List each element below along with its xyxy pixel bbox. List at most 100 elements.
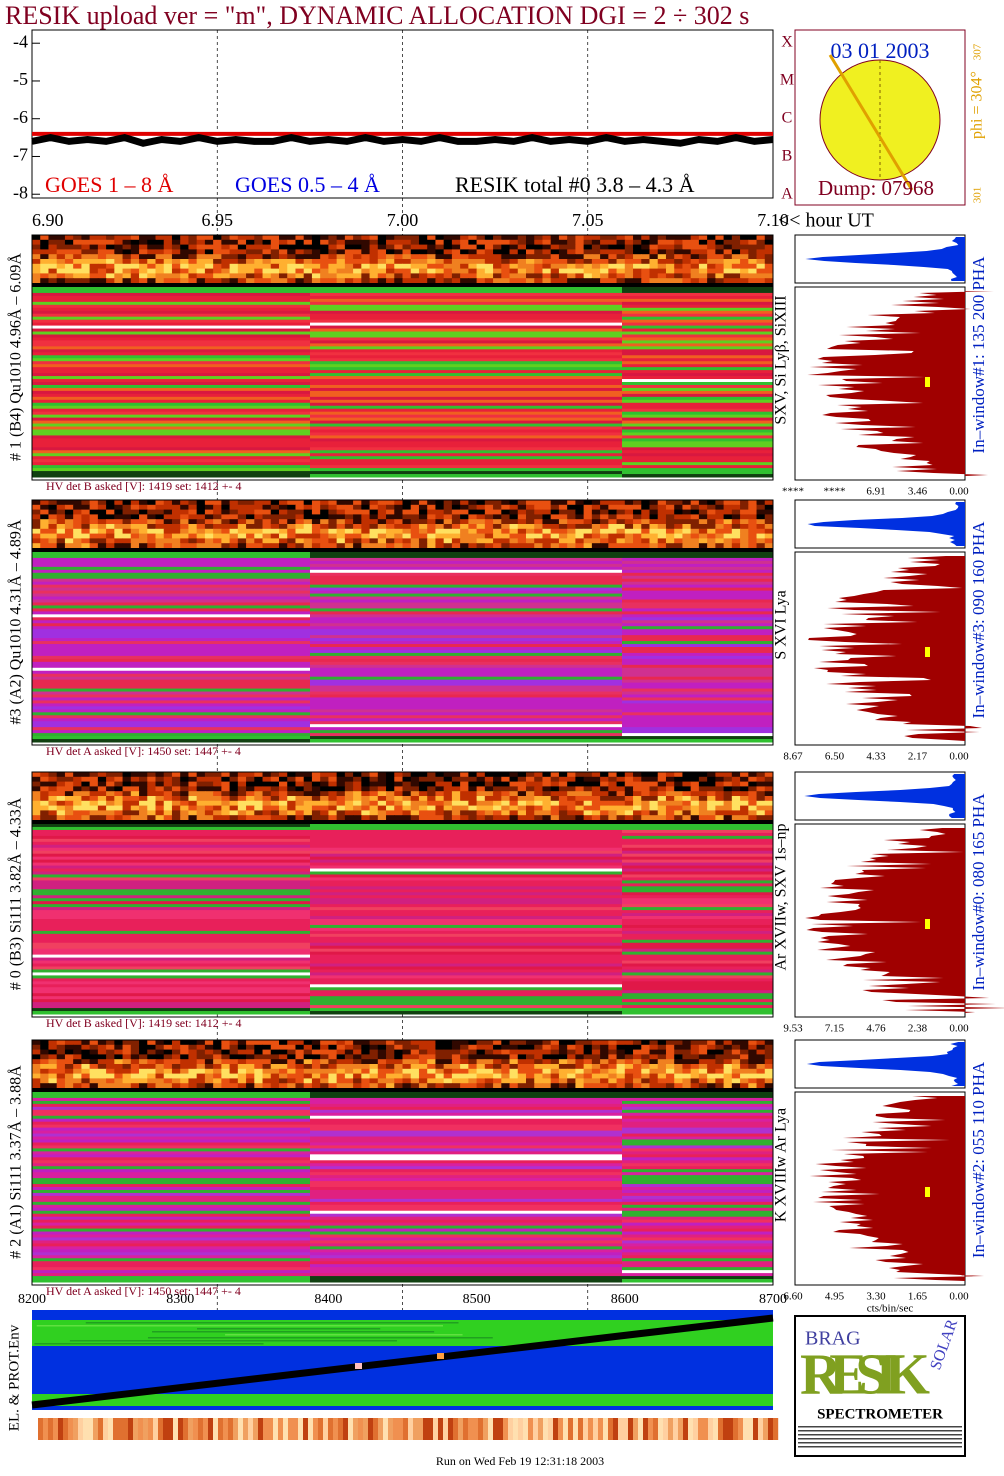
spectrum-stripe (32, 1258, 310, 1262)
spectrum-stripe (32, 718, 310, 722)
spectrum-cell (740, 235, 749, 241)
env-band (152, 1331, 435, 1333)
spectrum-cell (624, 1040, 634, 1046)
spectrum-cell (591, 524, 601, 530)
y-tick-label: -7 (13, 145, 28, 165)
spectrum-cell (526, 235, 535, 241)
spectrum-cell (542, 786, 552, 792)
spectrum-cell (139, 796, 148, 802)
spectrum-cell (262, 1073, 272, 1079)
spectrum-cell (410, 254, 420, 260)
thermal-cell (93, 1418, 99, 1440)
spectrum-stripe (622, 367, 773, 371)
spectrum-cell (427, 524, 436, 530)
spectrum-stripe (622, 1234, 773, 1238)
spectrum-cell (369, 524, 379, 530)
spectrum-stripe (310, 1189, 622, 1194)
logo-fineprint (798, 1438, 962, 1440)
spectrum-cell (262, 263, 272, 270)
spectrum-stripe (32, 387, 310, 392)
spectrum-cell (180, 776, 189, 783)
spectrum-stripe (622, 942, 773, 947)
spectrum-cell (476, 259, 486, 265)
spectrum-cell (682, 1064, 692, 1070)
spectrum-cell (180, 810, 189, 816)
spectrum-cell (386, 235, 395, 241)
spectrum-stripe (310, 895, 622, 899)
spectrum-cell (756, 800, 766, 807)
spectrum-cell (56, 239, 66, 246)
spectrum-cell (188, 524, 198, 530)
spectrum-cell (229, 533, 239, 539)
spectrum-cell (443, 235, 453, 241)
spectrum-cell (435, 805, 445, 811)
spectrum-cell (328, 278, 338, 284)
spectrum-cell (386, 805, 395, 811)
spectrum-stripe (622, 889, 773, 893)
logo-bottom: SPECTROMETER (817, 1406, 943, 1422)
thermal-cell (718, 1418, 724, 1440)
detector-label: #3 (A2) Qu1010 4.31Å – 4.89Å (7, 519, 25, 724)
spectrum-cell (246, 1073, 255, 1079)
spectrum-cell (567, 805, 576, 811)
spectrum-stripe (32, 1005, 310, 1009)
spectrum-cell (756, 1073, 766, 1079)
spectrum-cell (748, 500, 758, 506)
spectrum-cell (764, 543, 774, 549)
spectrum-cell (32, 268, 41, 274)
spectrum-cell (517, 796, 527, 802)
spectrum-cell (287, 781, 296, 787)
spectrum-cell (81, 235, 91, 241)
spectrum-cell (320, 781, 329, 787)
spectrum-cell (361, 796, 371, 802)
spectrum-cell (246, 519, 255, 525)
spectrum-cell (56, 254, 66, 260)
spectrum-cell (468, 815, 478, 821)
spectrum-cell (287, 278, 296, 284)
spectrum-stripe (310, 1160, 622, 1164)
spectrum-cell (698, 244, 708, 250)
spectrum-cell (196, 815, 206, 821)
spectrum-cell (336, 776, 346, 783)
spectrum-cell (468, 786, 478, 792)
spectrum-cell (674, 786, 683, 792)
spectrum-cell (64, 273, 74, 279)
spectrum-cell (180, 528, 189, 535)
spectrum-cell (221, 1049, 231, 1055)
spectrum-cell (674, 533, 683, 539)
spectrum-cell (575, 528, 585, 535)
spectrum-cell (386, 263, 395, 270)
spectrum-cell (567, 543, 576, 549)
spectrum-cell (451, 800, 461, 807)
spectrum-cell (213, 781, 222, 787)
spectrum-cell (40, 1073, 49, 1079)
spectrum-cell (237, 254, 247, 260)
spectrum-stripe (310, 730, 622, 734)
spectrum-cell (139, 244, 148, 250)
spectrum-cell (89, 273, 99, 279)
spectrum-cell (155, 1054, 165, 1060)
spectrum-cell (731, 1078, 741, 1084)
spectrum-cell (163, 500, 173, 506)
spectrum-stripe (310, 1276, 622, 1280)
spectrum-stripe (32, 447, 310, 451)
spectrum-cell (756, 528, 766, 535)
spectrum-cell (106, 278, 115, 284)
spectrum-stripe (32, 1008, 310, 1012)
spectrum-cell (344, 1049, 354, 1055)
spectrum-cell (443, 519, 453, 525)
spectrum-cell (756, 254, 766, 260)
spectrum-cell (534, 278, 543, 284)
spectrum-cell (73, 528, 82, 535)
spectrum-stripe (622, 1097, 773, 1102)
spectrum-cell (89, 1059, 99, 1065)
env-band (85, 1322, 459, 1324)
spectrum-cell (698, 786, 708, 792)
spectrum-cell (707, 800, 716, 807)
spectrum-cell (139, 800, 148, 807)
spectrum-cell (377, 1068, 387, 1075)
spectrum-cell (517, 519, 527, 525)
spectrum-cell (73, 1083, 82, 1089)
spectrum-stripe (310, 420, 622, 425)
spectrum-cell (295, 1073, 305, 1079)
